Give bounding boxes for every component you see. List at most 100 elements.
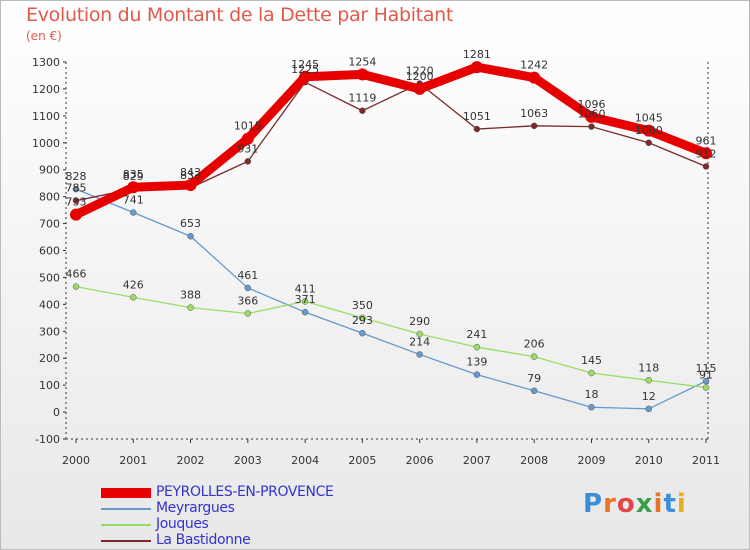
data-label-la-bastidonne: 1051 [463,110,491,123]
y-tick-label: 900 [39,164,60,177]
data-point-meyrargues [72,185,80,193]
data-point-meyrargues [187,232,194,240]
chart-lines [70,61,712,413]
data-label-la-bastidonne: 1225 [291,63,319,76]
data-label-meyrargues: 371 [295,293,316,306]
data-point-meyrargues [244,284,252,292]
legend-label-jouques: Jouques [156,516,209,532]
y-tick-label: 500 [39,271,60,284]
data-point-peyrolles [299,70,312,83]
data-label-meyrargues: 461 [237,269,258,282]
series-line-meyrargues [75,188,707,410]
data-label-la-bastidonne: 1000 [635,124,663,137]
data-label-meyrargues: 139 [466,356,487,369]
chart-axes: -100 0 100 200 300 400 500 600 700 800 900 1000 1100… [32,56,720,467]
logo-letter: t [663,489,677,519]
data-point-meyrargues [645,405,652,413]
data-point-la-bastidonne [588,123,595,130]
data-label-jouques: 206 [524,338,545,351]
data-point-meyrargues [588,403,595,411]
data-point-jouques [416,330,423,338]
y-tick-label: 0 [53,406,60,419]
data-point-peyrolles [127,181,140,194]
data-point-peyrolles [241,132,254,145]
legend-swatch-jouques [101,524,151,526]
data-point-meyrargues [530,387,538,395]
y-tick-label: 1300 [32,56,60,69]
logo-letter: i [653,489,664,519]
logo-letter: i [676,489,687,519]
y-tick-label: 700 [39,218,60,231]
logo-letter: r [603,489,617,519]
data-point-la-bastidonne [72,197,80,204]
data-point-meyrargues [301,308,309,316]
data-label-jouques: 426 [123,278,144,291]
data-point-peyrolles [585,110,598,123]
data-label-jouques: 241 [466,328,487,341]
data-label-jouques: 466 [66,268,87,281]
data-point-jouques [301,298,309,305]
data-label-peyrolles: 961 [696,134,717,147]
data-point-peyrolles [356,68,369,81]
data-label-la-bastidonne: 785 [66,182,87,195]
data-point-la-bastidonne [530,122,538,130]
data-label-jouques: 388 [180,289,201,302]
logo-letter: x [635,489,654,519]
x-tick-label: 2007 [463,454,491,467]
y-tick-label: 1000 [32,137,60,150]
data-label-peyrolles: 1245 [291,58,319,71]
legend-label-la-bastidonne: La Bastidonne [156,532,251,548]
x-tick-label: 2000 [62,454,90,467]
data-label-peyrolles: 835 [123,168,144,181]
data-point-peyrolles [700,147,712,160]
data-label-meyrargues: 18 [584,388,598,401]
chart-data-labels: 828 741 653 461 371 293 214 139 79 18 12 115 466 426 3… [66,48,717,403]
data-label-meyrargues: 12 [642,390,656,403]
data-label-la-bastidonne: 1060 [577,108,605,121]
data-label-meyrargues: 828 [66,170,87,183]
data-point-jouques [244,310,252,317]
data-point-jouques [530,353,538,360]
x-tick-label: 2004 [291,454,319,467]
y-tick-label: -100 [35,433,60,446]
x-tick-label: 2011 [692,454,720,467]
y-tick-label: 100 [39,379,60,392]
data-label-la-bastidonne: 931 [237,142,258,155]
data-point-peyrolles [413,82,426,95]
data-point-la-bastidonne [645,139,652,147]
data-label-meyrargues: 214 [409,335,430,348]
data-label-peyrolles: 1096 [577,98,605,111]
data-label-peyrolles: 843 [180,166,201,179]
data-label-meyrargues: 293 [352,314,373,327]
data-point-meyrargues [130,209,137,216]
data-point-peyrolles [642,124,655,137]
data-point-peyrolles [470,61,483,74]
data-label-meyrargues: 79 [527,372,541,385]
data-label-la-bastidonne: 1220 [406,65,434,78]
data-label-la-bastidonne: 1119 [348,92,376,105]
data-point-jouques [645,377,652,384]
data-point-la-bastidonne [359,107,366,114]
data-point-jouques [187,304,194,311]
data-point-meyrargues [416,351,423,358]
data-point-peyrolles [184,179,197,192]
legend-swatch-meyrargues [101,508,151,510]
series-line-peyrolles [71,62,711,220]
data-label-meyrargues: 653 [180,217,201,230]
data-point-meyrargues [359,329,366,337]
x-tick-label: 2010 [635,454,663,467]
data-label-la-bastidonne: 829 [123,170,144,183]
data-point-meyrargues [702,377,710,385]
data-label-la-bastidonne: 833 [180,169,201,182]
data-point-jouques [130,294,137,301]
data-point-la-bastidonne [473,125,481,133]
data-label-la-bastidonne: 912 [696,147,717,160]
data-point-jouques [702,384,710,391]
x-tick-label: 2005 [348,454,376,467]
legend-swatch-peyrolles [101,488,151,498]
logo-letter: P [583,489,604,519]
y-tick-label: 400 [39,298,60,311]
data-label-jouques: 118 [638,361,659,374]
